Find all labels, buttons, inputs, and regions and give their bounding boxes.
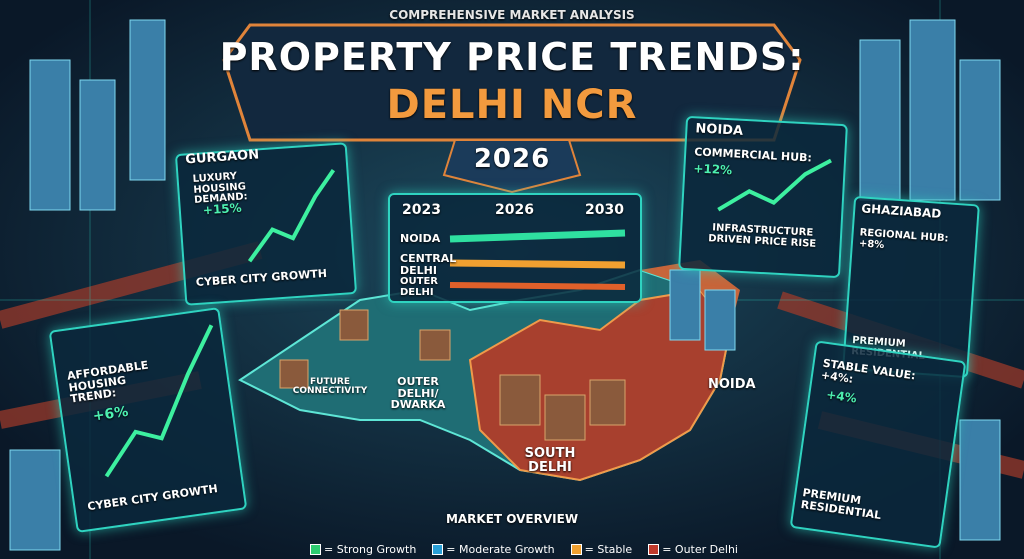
gurgaon-panel: GURGAON LUXURY HOUSING DEMAND: +15% CYBE… (174, 142, 358, 306)
legend-swatch (310, 544, 321, 555)
title: PROPERTY PRICE TRENDS: (219, 35, 805, 79)
panel-heading: GHAZIABAD (860, 201, 942, 221)
timeline-panel: 2023 2026 2030 NOIDA CENTRAL DELHI OUTER… (388, 193, 642, 303)
legend-label: = Moderate Growth (446, 543, 555, 556)
arrow (449, 229, 626, 243)
kicker: COMPREHENSIVE MARKET ANALYSIS (389, 8, 635, 22)
timeline-row: OUTER DELHI (400, 276, 438, 298)
overview-title: MARKET OVERVIEW (445, 512, 579, 526)
timeline-year: 2030 (585, 202, 624, 218)
timeline-year: 2026 (495, 202, 534, 218)
legend-label: = Outer Delhi (662, 543, 738, 556)
title-region: DELHI NCR (386, 82, 638, 128)
panel-footer: INFRASTRUCTURE DRIVEN PRICE RISE (707, 222, 817, 250)
buildings (9, 19, 1001, 551)
timeline-year: 2023 (402, 202, 441, 218)
map-label: FUTURE CONNECTIVITY (292, 377, 368, 397)
arrow (449, 282, 626, 290)
legend-item: = Moderate Growth (432, 543, 555, 556)
year: 2026 (473, 144, 551, 174)
legend-swatch (570, 544, 582, 555)
map-label: OUTER DELHI/ DWARKA (390, 375, 446, 412)
legend-item: = Stable (570, 543, 633, 556)
map-label: SOUTH DELHI (524, 446, 576, 475)
panel-value: +4% (825, 387, 858, 406)
panel-heading: NOIDA (695, 121, 744, 139)
panel-footer: CYBER CITY GROWTH (195, 266, 328, 290)
noida-panel: NOIDA COMMERCIAL HUB: +12% INFRASTRUCTUR… (678, 115, 848, 279)
map-label: NOIDA (708, 377, 756, 392)
year-badge (442, 139, 582, 194)
houses (279, 309, 626, 441)
timeline-row: NOIDA (400, 232, 441, 245)
mini-chart (717, 158, 832, 212)
mini-chart (104, 324, 214, 478)
affordable-panel: AFFORDABLE HOUSING TREND: +6% CYBER CITY… (48, 307, 248, 533)
legend-item: = Outer Delhi (648, 543, 738, 556)
arrow (449, 259, 626, 269)
legend-label: = Stable (584, 543, 633, 556)
panel-label: REGIONAL HUB: +8% (858, 227, 949, 251)
legend-label: = Strong Growth (324, 543, 417, 556)
panel-heading: GURGAON (184, 147, 260, 168)
legend-swatch (432, 544, 444, 555)
legend: = Strong Growth = Moderate Growth = Stable… (310, 543, 738, 556)
mini-chart (247, 169, 336, 263)
map-region-east (640, 260, 740, 330)
panel-value: +15% (202, 200, 243, 218)
panel-footer: CYBER CITY GROWTH (86, 482, 219, 514)
timeline-row: CENTRAL DELHI (400, 252, 457, 277)
trend-arrows (449, 229, 626, 290)
legend-item: = Strong Growth (310, 543, 416, 556)
legend-swatch (648, 544, 660, 555)
